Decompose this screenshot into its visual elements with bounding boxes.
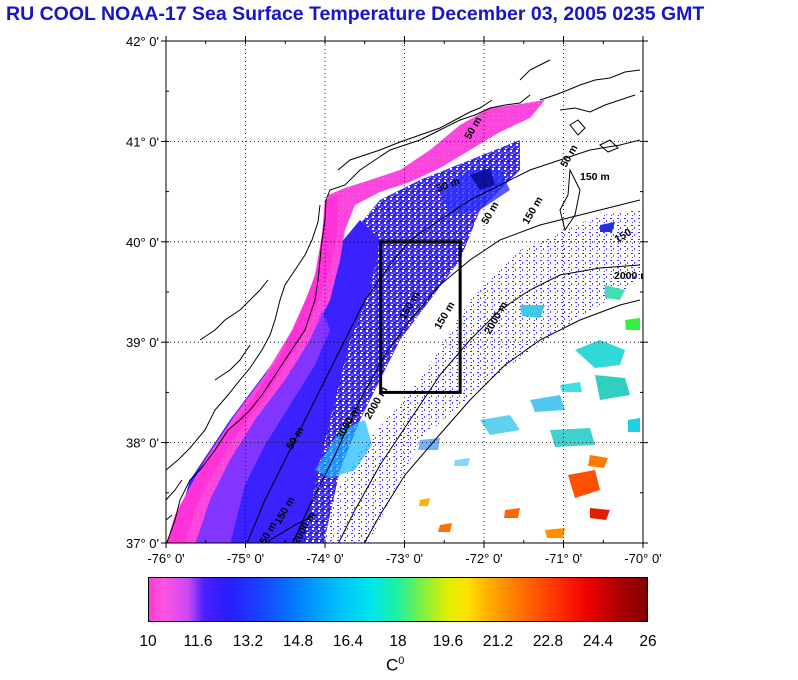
unit-superscript: 0	[398, 655, 405, 667]
study-area-box	[379, 240, 462, 394]
axis-ticks	[161, 36, 648, 548]
lon-tick-label: -73° 0'	[386, 551, 423, 566]
colorbar-tick-label: 14.8	[282, 633, 314, 650]
unit-letter: C	[386, 655, 399, 675]
lon-tick-label: -70° 0'	[624, 551, 661, 566]
colorbar-tick-label: 10	[139, 633, 157, 650]
lon-tick-label: -72° 0'	[465, 551, 502, 566]
colorbar-tick-label: 16.4	[332, 633, 364, 650]
lat-tick-label: 42° 0'	[126, 34, 159, 49]
colorbar	[148, 577, 648, 622]
colorbar-tick-label: 24.4	[582, 633, 614, 650]
lat-tick-label: 39° 0'	[126, 335, 159, 350]
bathymetry-contours	[246, 139, 641, 543]
lon-tick-label: -74° 0'	[306, 551, 343, 566]
lat-tick-label: 37° 0'	[126, 536, 159, 551]
colorbar-tick-label: 11.6	[183, 633, 213, 650]
lon-tick-label: -76° 0'	[147, 551, 184, 566]
contour-label: 150 m	[580, 171, 610, 183]
latitude-axis: 42° 0' 41° 0' 40° 0' 39° 0' 38° 0' 37° 0…	[126, 34, 159, 551]
colorbar-tick-label: 26	[639, 633, 657, 650]
colorbar-tick-label: 19.6	[432, 633, 464, 650]
colorbar-tick-label: 18	[389, 633, 407, 650]
figure-title: RU COOL NOAA-17 Sea Surface Temperature …	[6, 3, 705, 25]
offshore-sst-patches	[418, 222, 640, 538]
colorbar-tick-label: 22.8	[532, 633, 564, 650]
lon-tick-label: -75° 0'	[227, 551, 264, 566]
contour-label: 2000 m	[614, 270, 650, 282]
colorbar-unit: C0	[386, 655, 404, 676]
lon-tick-label: -71° 0'	[545, 551, 582, 566]
colorbar-tick-label: 13.2	[232, 633, 264, 650]
longitude-axis: -76° 0' -75° 0' -74° 0' -73° 0' -72° 0' …	[147, 551, 661, 566]
lat-tick-label: 38° 0'	[126, 436, 159, 451]
lat-tick-label: 41° 0'	[126, 134, 159, 149]
lat-tick-label: 40° 0'	[126, 235, 159, 250]
colorbar-tick-label: 21.2	[482, 633, 514, 650]
